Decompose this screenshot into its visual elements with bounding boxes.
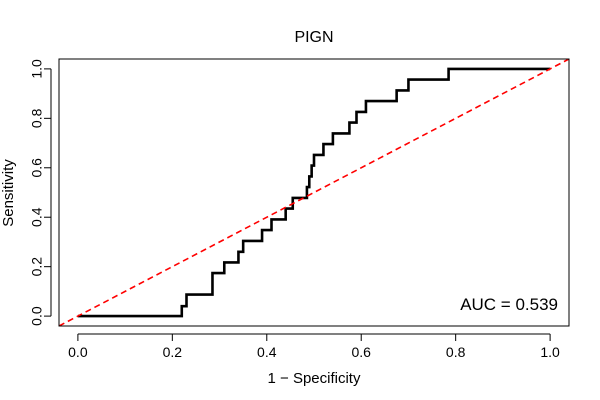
chart-title: PIGN bbox=[294, 29, 333, 46]
x-tick-label: 0.2 bbox=[163, 344, 183, 360]
y-axis-label: Sensitivity bbox=[0, 159, 17, 227]
y-tick-label: 0.0 bbox=[29, 306, 45, 326]
y-tick-label: 0.2 bbox=[29, 257, 45, 277]
y-tick-label: 0.8 bbox=[29, 108, 45, 128]
y-tick-label: 0.6 bbox=[29, 158, 45, 178]
roc-curve-line bbox=[77, 67, 551, 318]
x-tick-label: 0.6 bbox=[351, 344, 371, 360]
x-tick-label: 0.8 bbox=[446, 344, 466, 360]
reference-diagonal-line bbox=[59, 59, 569, 326]
x-tick-label: 0.4 bbox=[257, 344, 277, 360]
y-tick-label: 0.4 bbox=[29, 207, 45, 227]
x-tick-label: 1.0 bbox=[540, 344, 560, 360]
y-tick-label: 1.0 bbox=[29, 59, 45, 79]
axes-layer: 0.0 0.2 0.4 0.6 0.8 1.0 0.0 0.2 0.4 0.6 0.8 1.0 bbox=[29, 58, 570, 360]
x-tick-label: 0.0 bbox=[68, 344, 88, 360]
plot-frame bbox=[58, 58, 570, 327]
auc-annotation: AUC = 0.539 bbox=[460, 295, 558, 314]
plot-layer bbox=[59, 59, 569, 326]
x-axis-label: 1 − Specificity bbox=[268, 370, 361, 387]
